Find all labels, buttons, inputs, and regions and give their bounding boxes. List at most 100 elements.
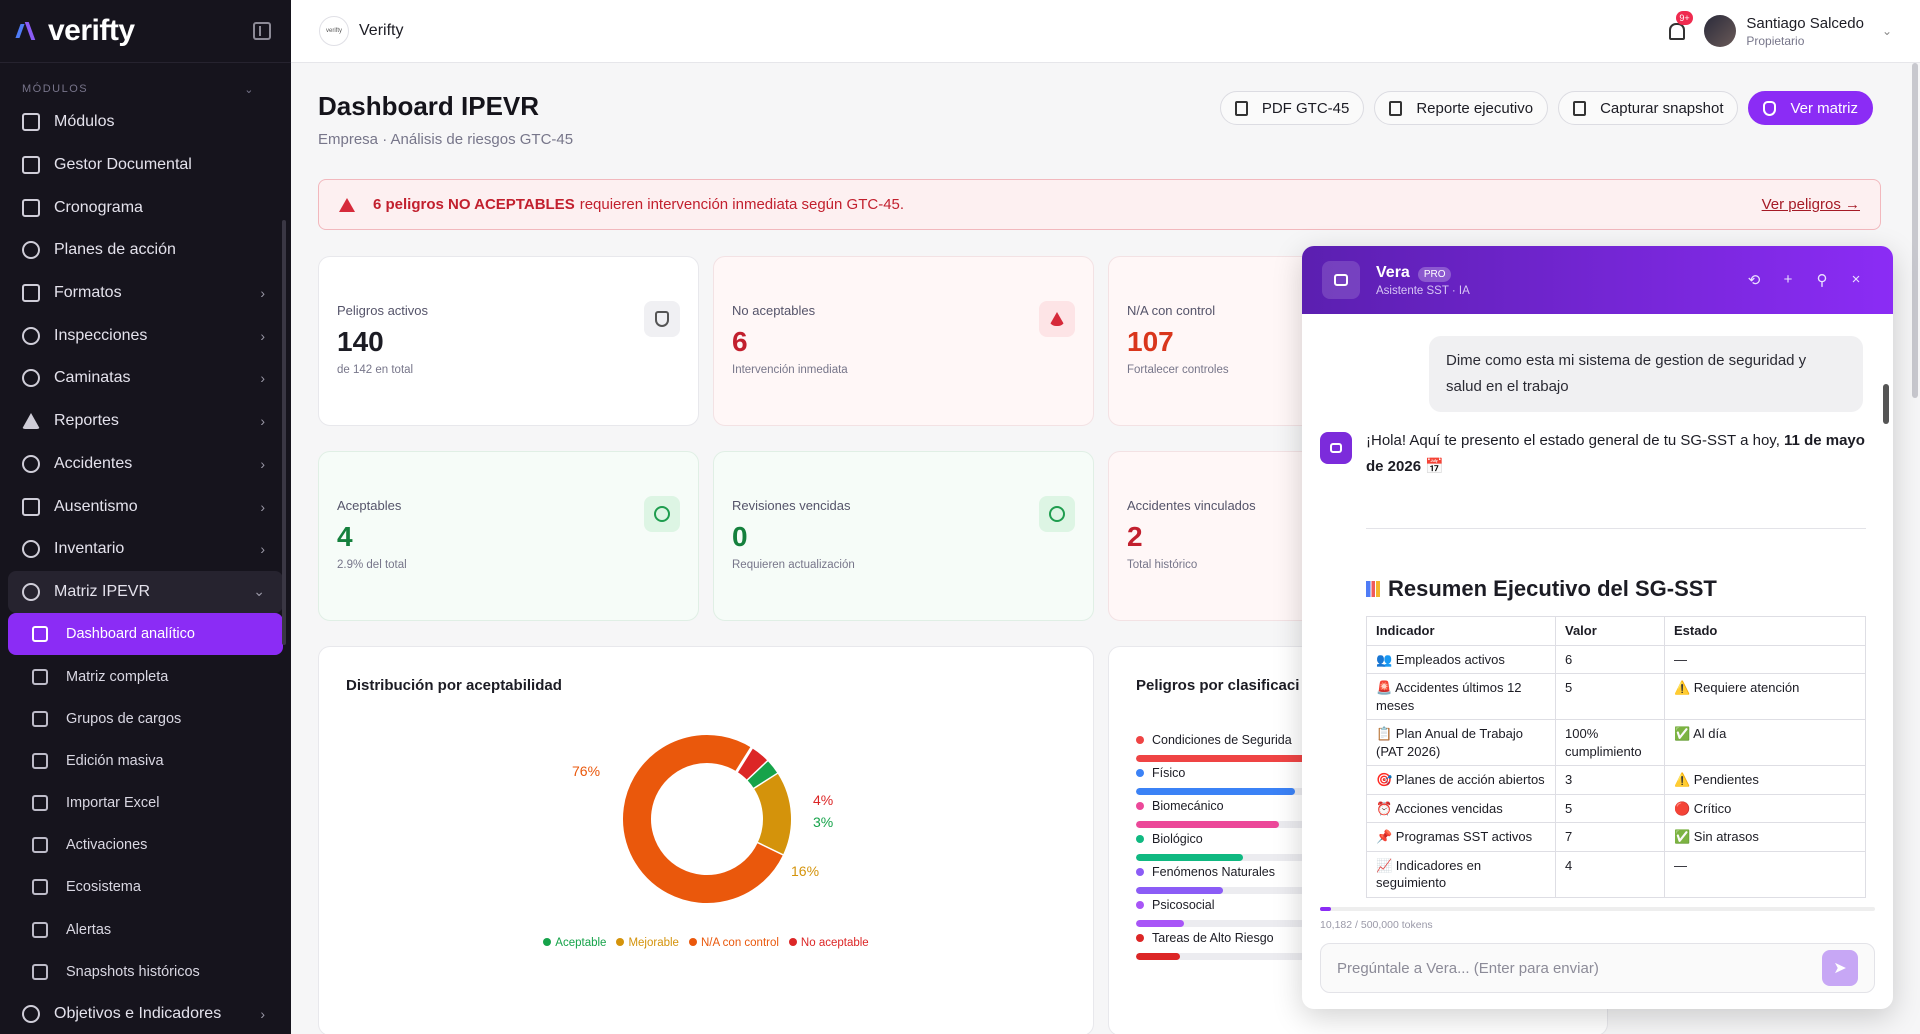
table-header: Valor	[1555, 616, 1665, 646]
sidebar-section-header[interactable]: MÓDULOS ⌄	[0, 63, 291, 101]
sidebar-item-matriz-ipevr[interactable]: Matriz IPEVR ⌄	[8, 570, 283, 614]
chart-title: Peligros por clasificaci	[1136, 677, 1300, 694]
sidebar-item-caminatas[interactable]: Caminatas ›	[8, 357, 283, 400]
sidebar-item-label: Accidentes	[54, 454, 133, 472]
sidebar-item-inventario[interactable]: Inventario ›	[8, 528, 283, 571]
hazard-alert-banner: 6 peligros NO ACEPTABLES requieren inter…	[318, 179, 1881, 230]
history-icon	[32, 963, 48, 980]
sidebar-subitem-activaciones[interactable]: Activaciones	[8, 824, 283, 866]
sidebar-item-formatos[interactable]: Formatos ›	[8, 272, 283, 315]
file-text-icon	[1389, 100, 1403, 116]
table-cell: 🎯 Planes de acción abiertos	[1366, 765, 1556, 795]
close-icon[interactable]: ×	[1851, 271, 1861, 288]
chat-input[interactable]: Pregúntale a Vera... (Enter para enviar)…	[1320, 943, 1875, 993]
sidebar-item-reportes[interactable]: Reportes ›	[8, 400, 283, 443]
file-plus-icon	[32, 795, 48, 812]
chevron-right-icon: ›	[260, 413, 265, 430]
view-matrix-button[interactable]: Ver matriz	[1748, 91, 1873, 125]
history-icon[interactable]: ⟲	[1747, 272, 1761, 289]
avatar[interactable]	[1704, 15, 1737, 47]
pdf-gtc45-button[interactable]: PDF GTC-45	[1219, 91, 1365, 125]
folder-icon	[22, 156, 40, 175]
chevron-right-icon: ›	[260, 285, 265, 302]
main-scrollbar[interactable]	[1912, 63, 1918, 398]
user-menu[interactable]: Santiago Salcedo Propietario	[1746, 15, 1864, 48]
bar-track	[1136, 821, 1366, 828]
bot-intro: ¡Hola! Aquí te presento el estado genera…	[1366, 432, 1780, 449]
file-icon	[1234, 100, 1248, 116]
assistant-name-text: Vera	[1376, 263, 1410, 281]
donut-slice-mejorable[interactable]	[753, 773, 791, 856]
sidebar-subitem-alertas[interactable]: Alertas	[8, 909, 283, 951]
sidebar-scrollbar[interactable]	[282, 220, 286, 645]
sidebar-subitem-grupos-de-cargos[interactable]: Grupos de cargos	[8, 698, 283, 740]
assistant-subtitle: Asistente SST · IA	[1376, 284, 1470, 297]
summary-table-body: 👥 Empleados activos 6— 🚨 Accidentes último…	[1366, 644, 1866, 899]
sidebar-subitem-matriz-completa[interactable]: Matriz completa	[8, 655, 283, 697]
chat-scrollbar[interactable]	[1883, 384, 1889, 424]
sidebar-item-ausentismo[interactable]: Ausentismo ›	[8, 485, 283, 528]
donut-slice-n-a-con-control[interactable]	[623, 735, 783, 903]
sidebar-subitem-edicion-masiva[interactable]: Edición masiva	[8, 740, 283, 782]
capture-snapshot-button[interactable]: Capturar snapshot	[1558, 91, 1739, 125]
sidebar-item-label: Grupos de cargos	[66, 710, 182, 727]
sidebar-item-gestor-documental[interactable]: Gestor Documental	[8, 144, 283, 187]
shield-icon	[1763, 100, 1777, 116]
bar-track	[1136, 755, 1366, 762]
sidebar-subitem-snapshots-historicos[interactable]: Snapshots históricos	[8, 951, 283, 993]
sidebar-item-accidentes[interactable]: Accidentes ›	[8, 443, 283, 486]
stat-note: 2.9% del total	[337, 559, 407, 571]
bar-label: Físico	[1136, 766, 1366, 780]
sidebar-item-inspecciones[interactable]: Inspecciones ›	[8, 314, 283, 357]
sidebar-item-objetivos-indicadores[interactable]: Objetivos e Indicadores ›	[8, 993, 283, 1034]
legend-item[interactable]: No aceptable	[789, 937, 869, 949]
verifty-logo-icon	[16, 20, 42, 42]
send-icon[interactable]: ➤	[1822, 950, 1858, 986]
bot-icon	[1322, 261, 1360, 299]
chat-header: Vera PRO Asistente SST · IA ⟲ + ⚲ ×	[1302, 246, 1893, 314]
sidebar-subitem-ecosistema[interactable]: Ecosistema	[8, 866, 283, 908]
plus-icon[interactable]: +	[1783, 271, 1793, 288]
pin-icon[interactable]: ⚲	[1816, 272, 1828, 289]
donut-slice-no-aceptable[interactable]	[736, 747, 769, 781]
sidebar-item-modulos[interactable]: Módulos	[8, 101, 283, 144]
table-header: Indicador	[1366, 616, 1556, 646]
view-hazards-link[interactable]: Ver peligros →	[1761, 196, 1860, 213]
stat-card-not-acceptable: No aceptables 6 Intervención inmediata	[713, 256, 1094, 426]
table-cell: 5	[1555, 673, 1665, 721]
sidebar-subitem-importar-excel[interactable]: Importar Excel	[8, 782, 283, 824]
sidebar-item-label: Inventario	[54, 540, 125, 558]
table-cell: 📈 Indicadores en seguimiento	[1366, 850, 1556, 899]
summary-table: Indicador Valor Estado 👥 Empleados activ…	[1366, 616, 1866, 899]
sidebar-item-label: Ausentismo	[54, 497, 138, 515]
table-header-row: Indicador Valor Estado	[1366, 616, 1866, 646]
collapse-sidebar-icon[interactable]	[253, 22, 271, 40]
sidebar-item-label: Dashboard analítico	[66, 626, 195, 643]
sidebar-item-label: Módulos	[54, 113, 115, 131]
bar-track	[1136, 953, 1366, 960]
assistant-name: Vera PRO	[1376, 264, 1470, 282]
chevron-down-icon: ⌄	[244, 83, 255, 96]
legend-item[interactable]: Aceptable	[543, 937, 606, 949]
table-cell: ⚠️ Pendientes	[1664, 765, 1866, 795]
chevron-down-icon[interactable]: ⌄	[1881, 24, 1892, 38]
sidebar-nav: Módulos Gestor Documental Cronograma Pla…	[0, 101, 291, 1034]
legend-item[interactable]: N/A con control	[689, 937, 779, 949]
table-row: 📋 Plan Anual de Trabajo (PAT 2026) 100% c…	[1366, 719, 1866, 767]
sidebar-item-planes-de-accion[interactable]: Planes de acción	[8, 229, 283, 272]
bell-icon[interactable]: 9+	[1666, 11, 1693, 41]
page-subtitle: Empresa · Análisis de riesgos GTC-45	[318, 131, 574, 148]
chat-messages[interactable]: Dime como esta mi sistema de gestion de …	[1302, 314, 1893, 899]
stat-label: N/A con control	[1127, 303, 1216, 318]
legend-item[interactable]: Mejorable	[616, 937, 679, 949]
executive-report-button[interactable]: Reporte ejecutivo	[1374, 91, 1549, 125]
app-logo[interactable]: verifty	[16, 14, 135, 48]
chevron-right-icon: ›	[260, 370, 265, 387]
button-label: Ver matriz	[1790, 99, 1858, 117]
pct-label-mejorable: 16%	[791, 863, 820, 879]
sidebar-subitem-dashboard-analitico[interactable]: Dashboard analítico	[8, 613, 283, 656]
sidebar-item-cronograma[interactable]: Cronograma	[8, 186, 283, 229]
alert-bold-text: 6 peligros NO ACEPTABLES	[373, 196, 575, 213]
bar-fill	[1136, 953, 1180, 960]
donut-slice-aceptable[interactable]	[747, 761, 778, 790]
